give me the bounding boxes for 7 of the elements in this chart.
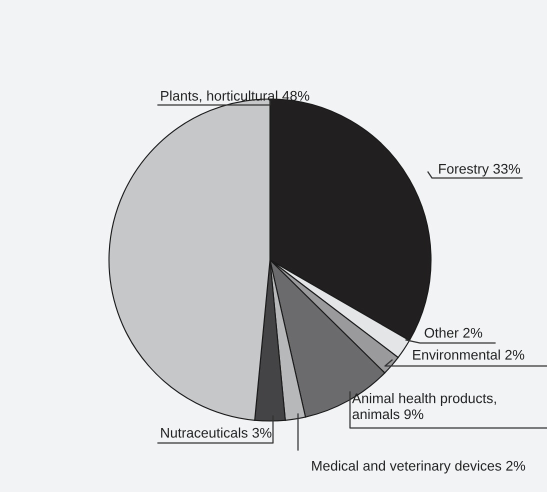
- slice-label: Environmental 2%: [413, 350, 524, 360]
- slice-label: Animal health products, animals 9%: [352, 393, 496, 420]
- slice-label: Medical and veterinary devices 2%: [312, 460, 526, 474]
- slice-label: Nutraceuticals 3%: [161, 428, 272, 438]
- slice-label: Other 2%: [424, 328, 482, 338]
- slice-label: Forestry 33%: [439, 164, 520, 176]
- slice-label: Plants, horticultural 48%: [161, 90, 310, 102]
